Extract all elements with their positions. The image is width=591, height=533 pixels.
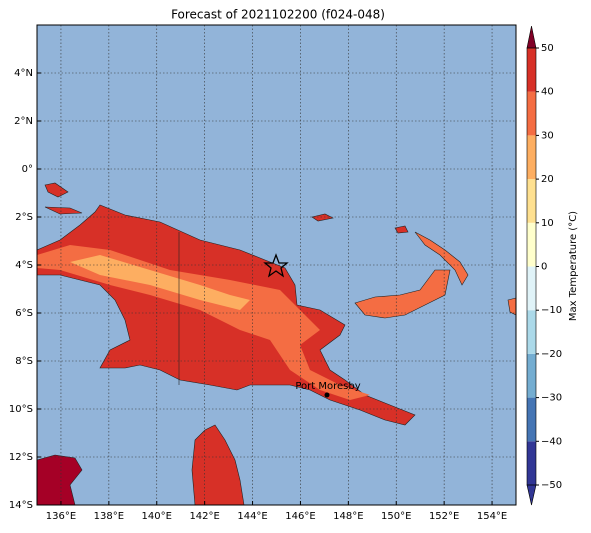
y-tick-label: 0°: [22, 164, 33, 175]
colorbar-tick-label: 20: [541, 174, 554, 185]
colorbar-tick-label: −50: [541, 480, 562, 491]
color-segment: [527, 310, 536, 354]
y-tick-label: 14°S: [9, 500, 33, 511]
x-tick-label: 148°E: [333, 511, 363, 522]
color-segment: [527, 135, 536, 180]
color-segment: [527, 48, 536, 92]
color-segment: [527, 222, 536, 267]
colorbar-label: Max Temperature (°C): [568, 211, 579, 321]
y-tick-label: 10°S: [9, 404, 33, 415]
color-segment: [527, 179, 536, 223]
colorbar-tick-label: −40: [541, 436, 562, 447]
city-label: Port Moresby: [295, 381, 360, 392]
colorbar-tick-label: −20: [541, 349, 562, 360]
y-tick-label: 6°S: [15, 308, 33, 319]
y-tick-label: 4°N: [14, 68, 33, 79]
color-segment: [527, 91, 536, 136]
color-segment: [527, 441, 536, 485]
graticule: 136°E 138°E 140°E 142°E 144°E 146°E 148°E 150°E…: [9, 25, 516, 522]
x-tick-label: 146°E: [285, 511, 315, 522]
colorbar-tick-label: 10: [541, 218, 554, 229]
map-frame: [36, 24, 517, 506]
y-tick-label: 8°S: [15, 356, 33, 367]
x-tick-label: 136°E: [46, 511, 76, 522]
title: Forecast of 2021102200 (f024-048): [171, 8, 385, 22]
x-tick-label: 154°E: [477, 511, 507, 522]
x-tick-label: 150°E: [381, 511, 411, 522]
x-tick-label: 152°E: [429, 511, 459, 522]
color-segment: [527, 353, 536, 398]
y-tick-label: 12°S: [9, 452, 33, 463]
color-segment: [527, 266, 536, 311]
colorbar-tick-label: −10: [541, 305, 562, 316]
city-dot: [324, 392, 330, 398]
x-tick-label: 144°E: [237, 511, 267, 522]
color-segment: [527, 397, 536, 442]
colorbar: −50 −40 −30 −20 −10 0 10 20 30 40 50: [526, 25, 562, 506]
y-tick-label: 4°S: [15, 260, 33, 271]
y-tick-label: 2°N: [14, 116, 33, 127]
y-tick-label: 2°S: [15, 212, 33, 223]
star-marker: [263, 253, 289, 278]
x-tick-label: 138°E: [94, 511, 124, 522]
extend-low: [526, 484, 537, 506]
colorbar-tick-label: −30: [541, 393, 562, 404]
colorbar-tick-label: 30: [541, 130, 554, 141]
colorbar-tick-label: 40: [541, 87, 554, 98]
colorbar-tick-label: 50: [541, 43, 554, 54]
colorbar-tick-label: 0: [541, 262, 547, 273]
extend-high: [526, 25, 537, 49]
x-tick-label: 142°E: [189, 511, 219, 522]
x-tick-label: 140°E: [142, 511, 172, 522]
